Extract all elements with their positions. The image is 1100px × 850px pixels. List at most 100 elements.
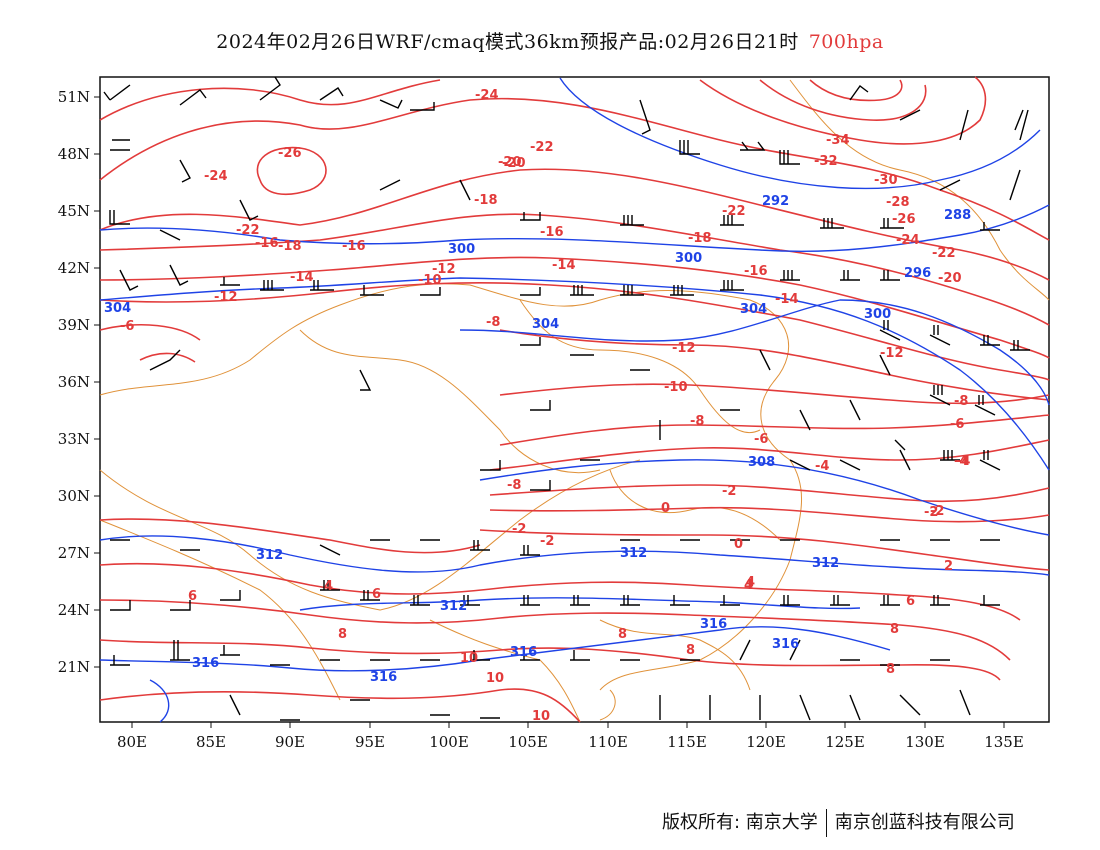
- latitude-labels: 51N 48N 45N 42N 39N 36N 33N 30N 27N 24N …: [58, 88, 90, 676]
- temp-label: -24: [475, 88, 499, 103]
- height-label: 300: [675, 251, 702, 266]
- wind-barb: [759, 349, 771, 371]
- temperature-contour: [99, 256, 1050, 359]
- temp-label: -16: [744, 264, 768, 279]
- lat-label: 24N: [58, 601, 90, 619]
- wind-barb: [520, 650, 540, 661]
- wind-barb: [520, 545, 540, 556]
- wind-barb: [169, 264, 189, 286]
- lat-label: 45N: [58, 202, 90, 220]
- boundary-lines: [99, 79, 1050, 723]
- wind-barb: [840, 270, 860, 281]
- wind-barb: [849, 399, 861, 421]
- temp-label: -34: [826, 133, 850, 148]
- temp-label: 10: [486, 671, 504, 686]
- wind-barb: [530, 480, 551, 491]
- lat-label: 30N: [58, 487, 90, 505]
- wind-barb: [959, 689, 971, 716]
- lon-label: 130E: [905, 733, 945, 751]
- wind-barb: [470, 540, 490, 551]
- height-label: 296: [904, 266, 931, 281]
- temp-label: -22: [932, 246, 956, 261]
- temperature-contour: [499, 383, 1050, 405]
- temp-label: 2: [944, 559, 953, 574]
- wind-barb: [103, 84, 131, 101]
- temp-label: 6: [372, 587, 381, 602]
- wind-barb: [520, 212, 541, 221]
- lon-label: 110E: [588, 733, 628, 751]
- wind-barb: [320, 580, 340, 591]
- temp-label: -20: [502, 156, 526, 171]
- boundary-line: [599, 689, 616, 721]
- wind-barb: [720, 280, 744, 291]
- temp-label: -24: [896, 233, 920, 248]
- wind-barb: [880, 270, 900, 281]
- temperature-contour: [99, 518, 481, 554]
- temp-label: -22: [530, 140, 554, 155]
- height-label: 304: [740, 302, 767, 317]
- temp-label: -16: [255, 236, 279, 251]
- title-main: 2024年02月26日WRF/cmaq模式36km预报产品:02月26日21时: [216, 31, 799, 53]
- temp-label: -18: [278, 239, 302, 254]
- wind-barb: [520, 595, 540, 606]
- lat-label: 42N: [58, 259, 90, 277]
- temp-label: -18: [688, 231, 712, 246]
- temp-label: -8: [690, 414, 704, 429]
- temperature-contour: [499, 329, 1050, 401]
- wind-barb: [879, 354, 891, 376]
- temp-label: -22: [722, 204, 746, 219]
- lon-label: 135E: [984, 733, 1024, 751]
- wind-barb: [899, 109, 921, 121]
- height-label: 312: [812, 556, 839, 571]
- wind-barb: [959, 109, 969, 141]
- temp-label: -18: [474, 193, 498, 208]
- wind-barb: [980, 222, 1000, 231]
- wind-barb: [1014, 109, 1029, 141]
- lat-label: 33N: [58, 430, 90, 448]
- wind-barb: [894, 439, 911, 471]
- temp-label: -26: [278, 146, 302, 161]
- temp-label: -6: [754, 432, 768, 447]
- temp-label: -2: [722, 484, 736, 499]
- map-title: 2024年02月26日WRF/cmaq模式36km预报产品:02月26日21时 7…: [0, 27, 1100, 54]
- height-label: 288: [944, 208, 971, 223]
- wind-barb: [849, 694, 861, 721]
- wind-barb: [319, 87, 344, 101]
- axis-ticks: [94, 96, 1005, 728]
- temp-label: -10: [664, 380, 688, 395]
- wind-barb: [379, 99, 403, 109]
- temperature-contour: [489, 506, 1050, 523]
- temp-label: -12: [432, 262, 456, 277]
- wind-barb: [929, 325, 951, 346]
- height-label: 300: [448, 242, 475, 257]
- height-label: 316: [772, 637, 799, 652]
- wind-barb: [799, 409, 811, 431]
- map-plot-area: -24 -26 -24 -22 -18 -16 -20 -22 -18 -16 …: [99, 76, 1050, 724]
- temp-label: -10: [418, 273, 442, 288]
- temp-label: 4: [746, 575, 755, 590]
- wind-barb: [179, 159, 191, 183]
- temp-label: 0: [661, 501, 670, 516]
- lon-label: 80E: [117, 733, 147, 751]
- lon-label: 100E: [429, 733, 469, 751]
- wind-barb: [779, 150, 800, 165]
- height-label: 316: [510, 645, 537, 660]
- lon-label: 90E: [275, 733, 305, 751]
- wind-barb: [620, 215, 644, 226]
- wind-barb: [149, 349, 181, 371]
- wind-barb: [820, 218, 844, 229]
- wind-barb: [480, 460, 501, 471]
- height-contour: [99, 277, 1050, 471]
- temp-label: 4: [324, 579, 333, 594]
- wind-barb: [620, 285, 644, 296]
- height-label: 316: [192, 656, 219, 671]
- temperature-contour: [99, 79, 441, 121]
- boundary-line: [299, 329, 601, 474]
- temp-label: -2: [512, 522, 526, 537]
- temp-label: -8: [954, 394, 968, 409]
- wind-barbs: [103, 76, 1030, 721]
- wind-barb: [520, 337, 541, 346]
- height-contour: [479, 459, 1050, 536]
- wind-barb: [739, 639, 751, 661]
